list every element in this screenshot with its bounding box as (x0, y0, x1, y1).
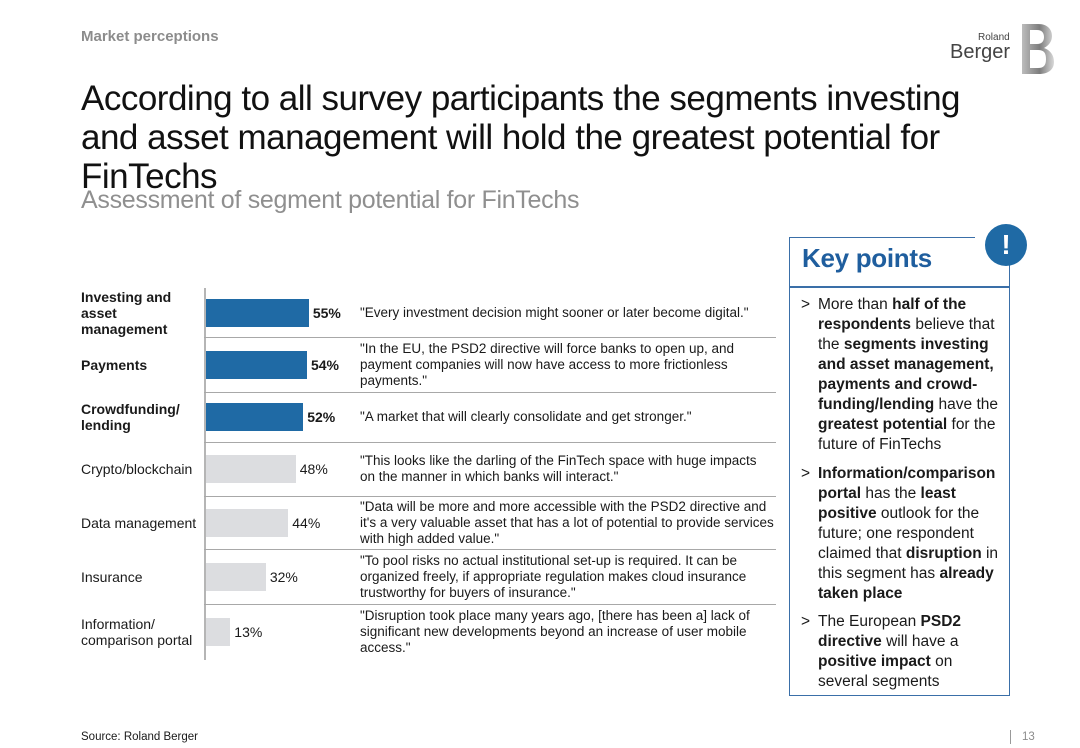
segment-bar (206, 455, 296, 483)
bullet-marker: > (801, 465, 811, 482)
roland-berger-logo: Roland Berger (950, 22, 1060, 76)
key-point-text: greatest potential (818, 416, 948, 433)
key-point-text: outlook for the future; one respondent c… (818, 505, 980, 562)
exclamation-icon: ! (985, 224, 1027, 266)
key-point-text: segments investing and asset management,… (818, 336, 994, 413)
logo-line-1: Roland (978, 32, 1010, 43)
key-point-text: for the future of FinTechs (818, 416, 996, 453)
bar-value-label: 44% (292, 514, 321, 531)
key-point-text: on several segments (818, 653, 953, 690)
key-point-item: Information/comparison portal has the le… (818, 464, 1004, 604)
chart-axis-line (204, 288, 206, 660)
key-point-text: already taken place (818, 565, 994, 602)
key-point-text: The European (818, 613, 921, 630)
section-label: Market perceptions (81, 28, 219, 45)
page-subtitle: Assessment of segment potential for FinT… (81, 186, 580, 214)
segment-label: Crowdfunding/ lending (81, 401, 180, 433)
bullet-marker: > (801, 613, 811, 630)
bar-value-label: 54% (310, 356, 339, 373)
key-points-title: Key points (802, 243, 932, 273)
segment-quote: "This looks like the darling of the FinT… (360, 453, 757, 484)
key-point-text: have the (934, 396, 999, 413)
segment-bar (206, 508, 289, 537)
segment-quote: "In the EU, the PSD2 directive will forc… (360, 340, 734, 388)
page-number-divider (1010, 730, 1011, 744)
row-separator (204, 337, 776, 338)
key-points-divider (790, 286, 1009, 288)
segment-bar (206, 562, 266, 591)
key-point-text: in this segment has (818, 545, 999, 582)
key-point-text: PSD2 directive (818, 613, 962, 650)
bar-value-label: 32% (269, 568, 298, 585)
page-title: According to all survey participants the… (81, 79, 961, 196)
segment-label: Data management (81, 514, 197, 531)
segment-quote: "A market that will clearly consolidate … (360, 409, 692, 424)
bar-value-label: 48% (299, 461, 328, 477)
key-point-text: More than (818, 296, 893, 313)
segment-label: Insurance (81, 568, 143, 585)
key-points-box (789, 237, 1010, 696)
segment-bar (206, 618, 231, 646)
logo-line-2: Berger (950, 41, 1011, 63)
row-separator (204, 549, 776, 550)
segment-bar (206, 298, 309, 327)
key-point-text: half of the respondents (818, 296, 967, 333)
logo-b-mark-icon (1022, 24, 1054, 74)
bar-value-label: 52% (307, 409, 336, 425)
segment-quote: "Every investment decision might sooner … (360, 304, 749, 320)
key-point-text: Information/comparison portal (818, 465, 996, 502)
segment-label: Information/ comparison portal (81, 616, 193, 648)
segment-bar (206, 350, 307, 379)
segment-label: Crypto/blockchain (81, 461, 193, 477)
row-separator (204, 496, 776, 497)
key-point-text: believe that the (818, 316, 995, 353)
key-point-item: The European PSD2 directive will have a … (818, 612, 1004, 692)
key-point-text: least positive (818, 485, 956, 522)
bar-value-label: 13% (234, 624, 263, 640)
key-point-item: More than half of the respondents believ… (818, 295, 1004, 455)
key-point-text: disruption (905, 545, 982, 562)
segment-quote: "Data will be more and more accessible w… (360, 498, 774, 546)
segment-quote: "Disruption took place many years ago, [… (360, 608, 750, 655)
segment-label: Payments (81, 356, 148, 373)
key-point-text: will have a (881, 633, 959, 650)
key-point-text: has the (861, 485, 921, 502)
row-separator (204, 392, 776, 393)
bar-value-label: 55% (312, 304, 341, 321)
row-separator (204, 442, 776, 443)
segment-label: Investing and asset management (81, 288, 172, 337)
segment-bar (206, 403, 304, 431)
bullet-marker: > (801, 296, 811, 313)
key-point-text: positive impact (818, 653, 931, 670)
segment-quote: "To pool risks no actual institutional s… (360, 552, 747, 600)
row-separator (204, 604, 776, 605)
page-number: 13 (1022, 731, 1035, 743)
source-note: Source: Roland Berger (81, 731, 198, 743)
